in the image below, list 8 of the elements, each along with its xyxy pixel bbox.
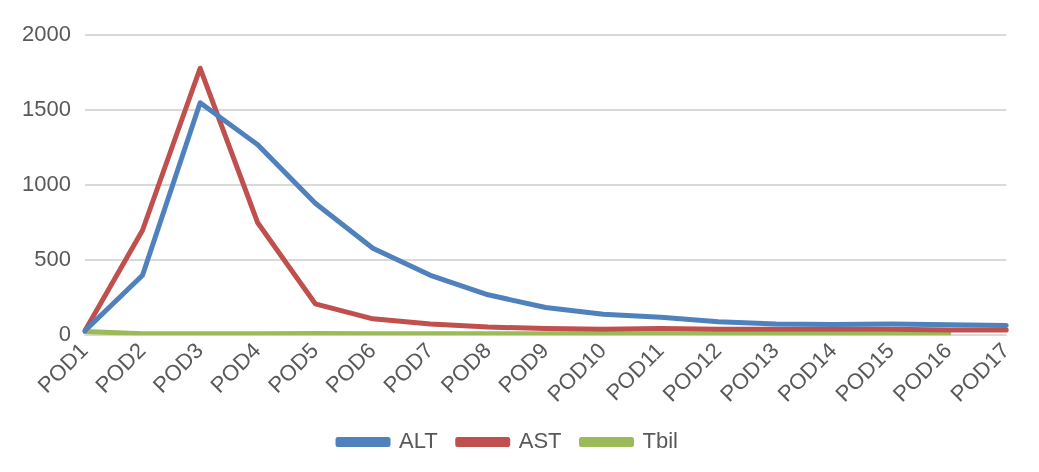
y-tick-label: 1000	[21, 171, 71, 197]
legend-label: Tbil	[642, 428, 678, 454]
legend-label: ALT	[399, 428, 438, 454]
legend-label: AST	[518, 428, 562, 454]
y-tick-label: 1500	[21, 96, 71, 122]
y-tick-label: 500	[34, 246, 71, 272]
y-tick-label: 2000	[21, 21, 71, 47]
y-tick-label: 0	[58, 321, 71, 347]
